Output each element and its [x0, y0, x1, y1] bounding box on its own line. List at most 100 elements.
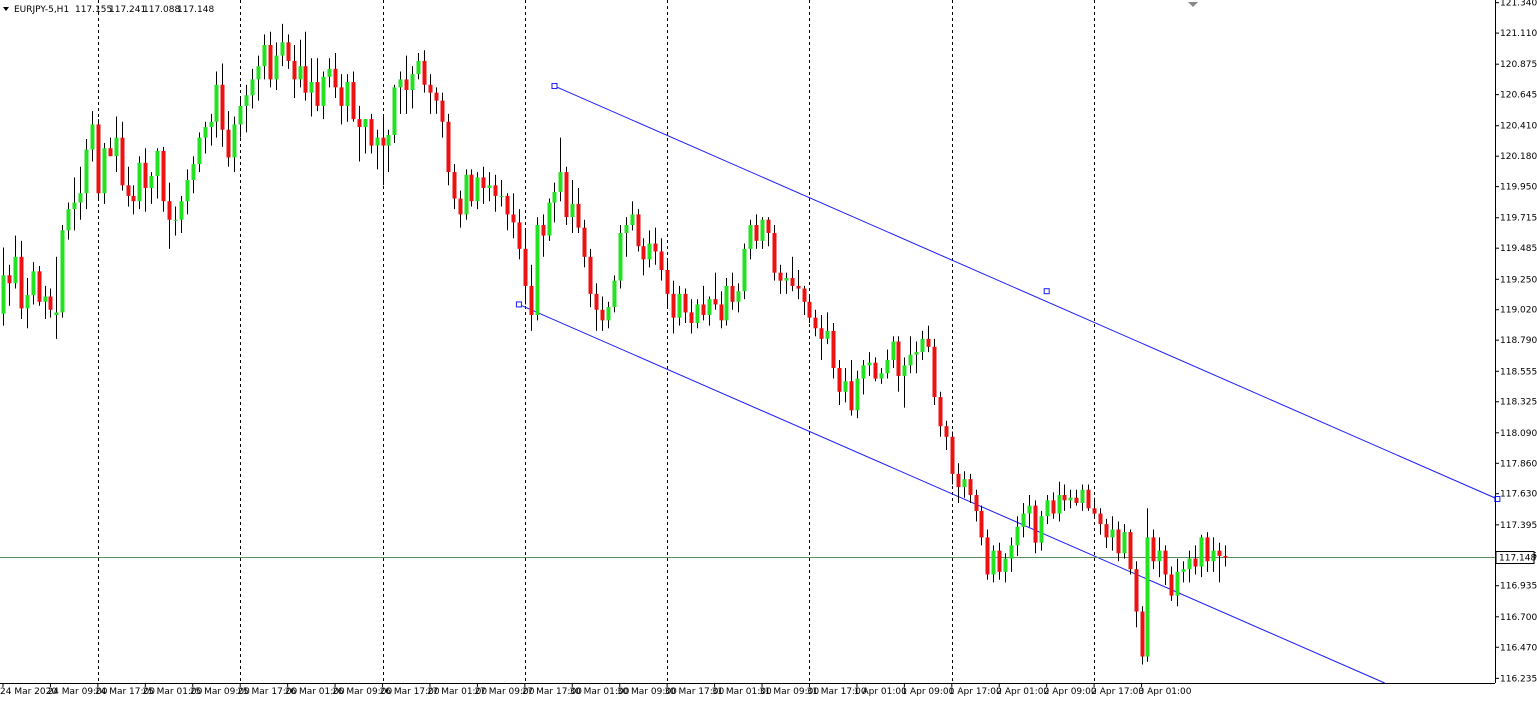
candle[interactable] [855, 370, 860, 419]
candle[interactable] [624, 217, 629, 257]
candle[interactable] [446, 113, 451, 186]
candle[interactable] [238, 97, 243, 138]
candle[interactable] [505, 193, 510, 231]
candle[interactable] [807, 296, 812, 323]
candle[interactable] [701, 285, 706, 321]
candle[interactable] [1199, 534, 1204, 578]
candle[interactable] [558, 137, 563, 202]
candle[interactable] [1092, 497, 1097, 519]
candle[interactable] [268, 31, 273, 88]
candle[interactable] [896, 336, 901, 392]
candle[interactable] [1045, 495, 1050, 525]
candle[interactable] [232, 116, 237, 173]
candle[interactable] [90, 111, 95, 162]
candle[interactable] [630, 201, 635, 231]
candle[interactable] [131, 185, 136, 215]
channel-handle[interactable] [1494, 496, 1501, 503]
channel-lower-line[interactable] [518, 303, 1385, 684]
candle[interactable] [339, 74, 344, 125]
candle[interactable] [1145, 508, 1150, 662]
candle[interactable] [458, 190, 463, 228]
candle[interactable] [392, 84, 397, 143]
candle[interactable] [742, 243, 747, 300]
candle[interactable] [879, 367, 884, 384]
candle[interactable] [78, 166, 83, 220]
channel-handle[interactable] [515, 301, 522, 308]
candle[interactable] [1021, 502, 1026, 538]
candle[interactable] [962, 471, 967, 498]
candle[interactable] [802, 285, 807, 316]
candle[interactable] [885, 349, 890, 379]
candle[interactable] [434, 87, 439, 114]
candle[interactable] [576, 187, 581, 233]
candle[interactable] [120, 121, 125, 191]
candle[interactable] [345, 74, 350, 122]
candle[interactable] [683, 288, 688, 323]
candle[interactable] [31, 262, 36, 305]
candle[interactable] [37, 266, 42, 306]
candle[interactable] [398, 71, 403, 114]
candle[interactable] [825, 312, 830, 345]
candle[interactable] [1062, 484, 1067, 511]
candle[interactable] [914, 341, 919, 374]
candle[interactable] [867, 352, 872, 376]
candle[interactable] [363, 119, 368, 154]
candle[interactable] [191, 156, 196, 194]
candle[interactable] [333, 52, 338, 98]
candle[interactable] [143, 148, 148, 212]
candle[interactable] [908, 336, 913, 374]
candle[interactable] [926, 325, 931, 353]
candle[interactable] [1098, 508, 1103, 535]
candle[interactable] [102, 142, 107, 204]
candle[interactable] [891, 336, 896, 368]
candle[interactable] [7, 264, 12, 306]
candle[interactable] [404, 55, 409, 114]
candle[interactable] [647, 230, 652, 268]
candle[interactable] [861, 360, 866, 395]
candle[interactable] [719, 291, 724, 329]
candle[interactable] [155, 148, 160, 199]
candle[interactable] [588, 248, 593, 308]
candle[interactable] [1009, 537, 1014, 572]
candle[interactable] [48, 288, 53, 318]
candle[interactable] [280, 23, 285, 67]
candle[interactable] [149, 172, 154, 204]
candle[interactable] [713, 272, 718, 310]
channel-upper-line[interactable] [554, 85, 1498, 500]
candle[interactable] [1104, 518, 1109, 548]
candle[interactable] [985, 529, 990, 580]
candle[interactable] [469, 169, 474, 207]
candle[interactable] [499, 180, 504, 207]
candle[interactable] [126, 166, 131, 207]
candle[interactable] [315, 58, 320, 112]
candle[interactable] [552, 182, 557, 223]
candle[interactable] [185, 169, 190, 215]
candle[interactable] [665, 259, 670, 308]
candle[interactable] [1074, 489, 1079, 506]
candle[interactable] [1134, 561, 1139, 628]
candle[interactable] [1003, 553, 1008, 583]
candle[interactable] [1057, 481, 1062, 522]
candle[interactable] [689, 299, 694, 334]
candle[interactable] [843, 367, 848, 403]
candle[interactable] [991, 545, 996, 583]
candle[interactable] [327, 58, 332, 88]
candle[interactable] [653, 227, 658, 265]
candle[interactable] [214, 71, 219, 138]
candle[interactable] [386, 129, 391, 173]
candle[interactable] [351, 71, 356, 122]
candle[interactable] [60, 225, 65, 318]
candle[interactable] [594, 283, 599, 331]
candle[interactable] [618, 225, 623, 289]
candle[interactable] [1080, 484, 1085, 511]
candle[interactable] [736, 283, 741, 313]
channel-handle[interactable] [551, 83, 558, 90]
candle[interactable] [440, 92, 445, 138]
candle[interactable] [1193, 545, 1198, 575]
candle[interactable] [1110, 516, 1115, 551]
candle[interactable] [256, 55, 261, 101]
channel-handle[interactable] [1043, 288, 1050, 295]
candle[interactable] [511, 193, 516, 239]
candle[interactable] [298, 39, 303, 88]
candle[interactable] [416, 52, 421, 80]
